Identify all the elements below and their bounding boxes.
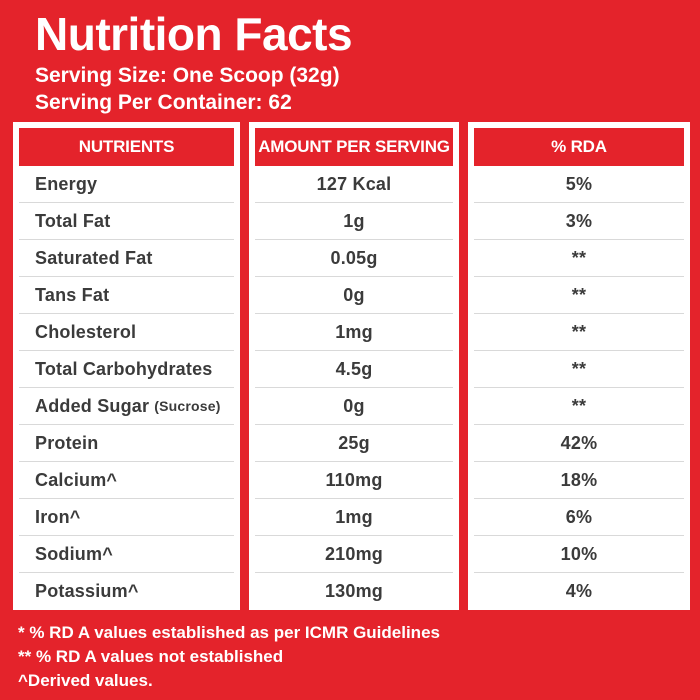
nutrient-name: Total Fat <box>35 210 111 231</box>
table-row-cell: Total Fat <box>19 203 234 240</box>
nutrient-name: Protein <box>35 432 99 453</box>
table-row-cell: 110mg <box>255 462 453 499</box>
nutrient-name: Iron^ <box>35 506 81 527</box>
rda-value: 10% <box>560 543 598 564</box>
amounts-column-body: 127 Kcal 1g 0.05g 0g 1mg 4.5g 0g 25g 110mg 1mg 210… <box>255 166 453 610</box>
nutrients-column-body: Energy Total Fat Saturated Fat Tans Fat Chol… <box>19 166 234 610</box>
table-row-cell: Calcium^ <box>19 462 234 499</box>
amount-value: 130mg <box>324 581 384 601</box>
nutrition-table: NUTRIENTS Energy Total Fat Saturated Fat Ta… <box>13 122 690 610</box>
nutrient-name: Cholesterol <box>35 321 137 342</box>
table-row-cell: 1mg <box>255 314 453 351</box>
page-title: Nutrition Facts <box>35 8 353 60</box>
table-row-cell: 10% <box>474 536 684 573</box>
footnote-derived-values: ^Derived values. <box>18 671 153 690</box>
nutrient-name: Potassium^ <box>35 581 139 601</box>
table-row-cell: Protein <box>19 425 234 462</box>
table-row-cell: Cholesterol <box>19 314 234 351</box>
table-row-cell: 18% <box>474 462 684 499</box>
table-row-cell: Iron^ <box>19 499 234 536</box>
table-row-cell: 0g <box>255 277 453 314</box>
nutrient-name: Energy <box>35 173 98 194</box>
table-row-cell: 4.5g <box>255 351 453 388</box>
rda-value: ** <box>571 321 587 342</box>
column-header-rda: % RDA <box>474 128 684 166</box>
table-row-cell: ** <box>474 240 684 277</box>
rda-value: 5% <box>565 173 593 194</box>
amounts-column: AMOUNT PER SERVING 127 Kcal 1g 0.05g 0g 1mg 4… <box>249 122 459 610</box>
table-row-cell: Tans Fat <box>19 277 234 314</box>
amount-value: 210mg <box>324 543 384 564</box>
table-row-cell: ** <box>474 314 684 351</box>
rda-value: ** <box>571 395 587 416</box>
rda-column: % RDA 5% 3% ** ** ** ** ** 42% 18% 6% 10% 4% <box>468 122 690 610</box>
serving-size-text: Serving Size: One Scoop (32g) <box>35 64 340 87</box>
amount-value: 1mg <box>335 506 373 527</box>
table-row-cell: 130mg <box>255 573 453 610</box>
table-row-cell: 210mg <box>255 536 453 573</box>
rda-value: 18% <box>560 469 598 490</box>
table-row-cell: 6% <box>474 499 684 536</box>
table-row-cell: 127 Kcal <box>255 166 453 203</box>
amount-value: 4.5g <box>335 358 373 379</box>
nutrient-note: (Sucrose) <box>154 398 221 414</box>
rda-value: ** <box>571 358 587 379</box>
column-header-amount-per-serving: AMOUNT PER SERVING <box>255 128 453 166</box>
nutrient-name: Sodium^ <box>35 543 113 564</box>
nutrient-name: Saturated Fat <box>35 247 153 268</box>
amount-value: 110mg <box>325 469 383 490</box>
table-row-cell: 1g <box>255 203 453 240</box>
footnotes-section: * % RD A values established as per ICMR … <box>0 610 700 700</box>
table-row-cell: 3% <box>474 203 684 240</box>
table-row-cell: Saturated Fat <box>19 240 234 277</box>
table-row-cell: Sodium^ <box>19 536 234 573</box>
table-row-cell: ** <box>474 388 684 425</box>
nutrients-column: NUTRIENTS Energy Total Fat Saturated Fat Ta… <box>13 122 240 610</box>
rda-value: 4% <box>565 581 593 601</box>
amount-value: 127 Kcal <box>316 173 392 194</box>
amount-value: 0.05g <box>330 247 378 268</box>
footnote-rda-not-established: ** % RD A values not established <box>18 647 284 666</box>
rda-value: ** <box>571 284 587 305</box>
rda-value: 42% <box>560 432 598 453</box>
rda-value: 6% <box>565 506 593 527</box>
label-header: Nutrition Facts Serving Size: One Scoop … <box>35 6 353 116</box>
footnote-rda-established: * % RD A values established as per ICMR … <box>18 623 440 642</box>
table-row-cell: 1mg <box>255 499 453 536</box>
table-row-cell: ** <box>474 351 684 388</box>
table-row-cell: ** <box>474 277 684 314</box>
amount-value: 25g <box>338 432 370 453</box>
rda-column-body: 5% 3% ** ** ** ** ** 42% 18% 6% 10% 4% <box>474 166 684 610</box>
amount-value: 1mg <box>335 321 373 342</box>
table-row-cell: 5% <box>474 166 684 203</box>
serving-per-container-text: Serving Per Container: 62 <box>35 91 292 114</box>
table-row-cell: Potassium^ <box>19 573 234 610</box>
table-row-cell: 0.05g <box>255 240 453 277</box>
table-row-cell: Added Sugar (Sucrose) <box>19 388 234 425</box>
rda-value: 3% <box>565 210 593 231</box>
table-row-cell: Energy <box>19 166 234 203</box>
nutrient-name: Calcium^ <box>35 469 118 490</box>
nutrient-name: Tans Fat <box>35 284 110 305</box>
amount-value: 0g <box>343 284 365 305</box>
table-row-cell: Total Carbohydrates <box>19 351 234 388</box>
table-row-cell: 25g <box>255 425 453 462</box>
rda-value: ** <box>571 247 587 268</box>
column-header-nutrients: NUTRIENTS <box>19 128 234 166</box>
table-row-cell: 42% <box>474 425 684 462</box>
amount-value: 0g <box>343 395 365 416</box>
table-row-cell: 0g <box>255 388 453 425</box>
table-row-cell: 4% <box>474 573 684 610</box>
nutrient-name: Added Sugar <box>35 395 150 416</box>
nutrient-name: Total Carbohydrates <box>35 358 213 379</box>
amount-value: 1g <box>343 210 365 231</box>
